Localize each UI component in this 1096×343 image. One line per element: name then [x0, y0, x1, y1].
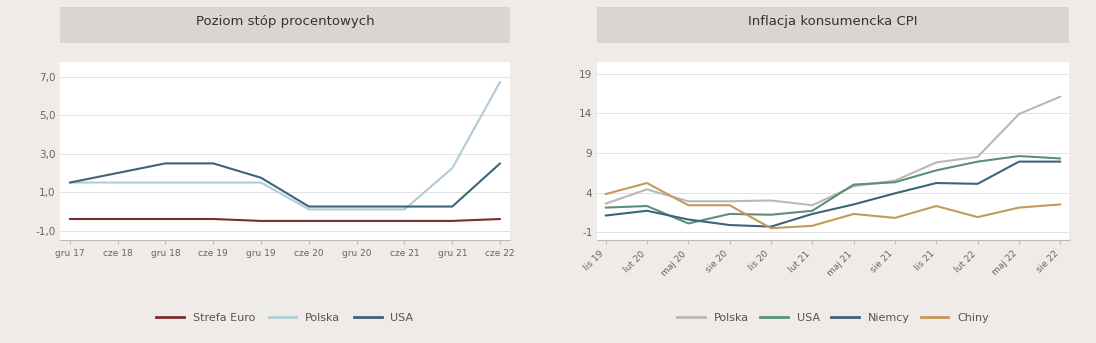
Text: Inflacja konsumencka CPI: Inflacja konsumencka CPI: [749, 16, 917, 29]
Text: Inflacja konsumencka CPI: Inflacja konsumencka CPI: [749, 15, 917, 28]
Legend: Strefa Euro, Polska, USA: Strefa Euro, Polska, USA: [152, 308, 418, 327]
Legend: Polska, USA, Niemcy, Chiny: Polska, USA, Niemcy, Chiny: [673, 308, 993, 327]
Text: Poziom stóp procentowych: Poziom stóp procentowych: [196, 15, 374, 28]
Text: Poziom stóp procentowych: Poziom stóp procentowych: [196, 16, 374, 29]
